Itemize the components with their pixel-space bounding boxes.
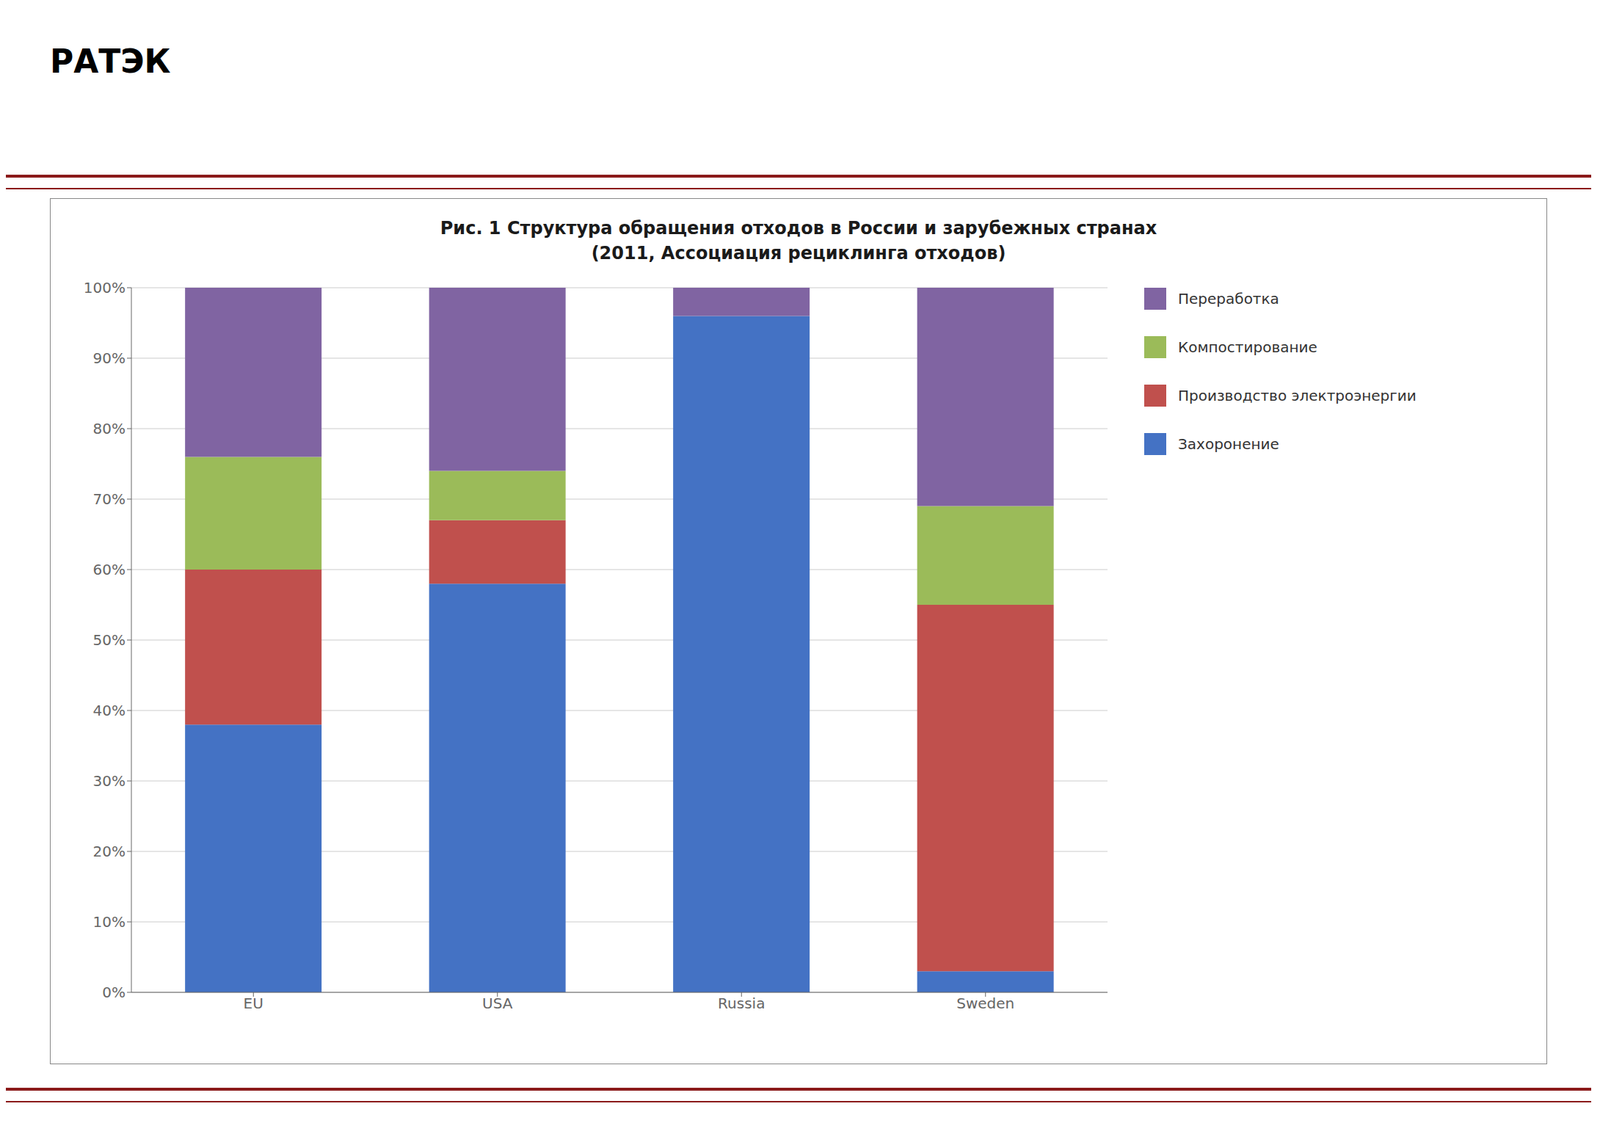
- svg-text:USA: USA: [482, 994, 514, 1013]
- svg-text:60%: 60%: [93, 560, 126, 579]
- html-text:(2011, Ассоциация рециклинга о: (2011, Ассоциация рециклинга отходов): [591, 242, 1006, 264]
- svg-text:10%: 10%: [93, 913, 126, 931]
- html-text:Производство электроэнергии: Производство электроэнергии: [1177, 386, 1417, 405]
- svg-text:90%: 90%: [93, 349, 126, 367]
- svg-text:20%: 20%: [93, 842, 126, 861]
- svg-text:100%: 100%: [83, 278, 126, 297]
- html-text:РАТЭК: РАТЭК: [49, 42, 171, 80]
- svg-text:50%: 50%: [93, 631, 126, 649]
- html-text:Переработка: Переработка: [1177, 290, 1280, 308]
- svg-text:70%: 70%: [93, 490, 126, 508]
- html-text:Захоронение: Захоронение: [1177, 435, 1280, 453]
- svg-text:40%: 40%: [93, 701, 126, 720]
- svg-text:Russia: Russia: [717, 994, 765, 1013]
- svg-text:EU: EU: [243, 994, 264, 1013]
- svg-text:0%: 0%: [102, 983, 126, 1002]
- html-text:Рис. 1 Структура обращения отх: Рис. 1 Структура обращения отходов в Рос…: [440, 217, 1157, 239]
- html-text:Компостирование: Компостирование: [1177, 338, 1318, 357]
- svg-text:30%: 30%: [93, 772, 126, 790]
- svg-text:80%: 80%: [93, 419, 126, 438]
- svg-text:Sweden: Sweden: [956, 994, 1015, 1013]
